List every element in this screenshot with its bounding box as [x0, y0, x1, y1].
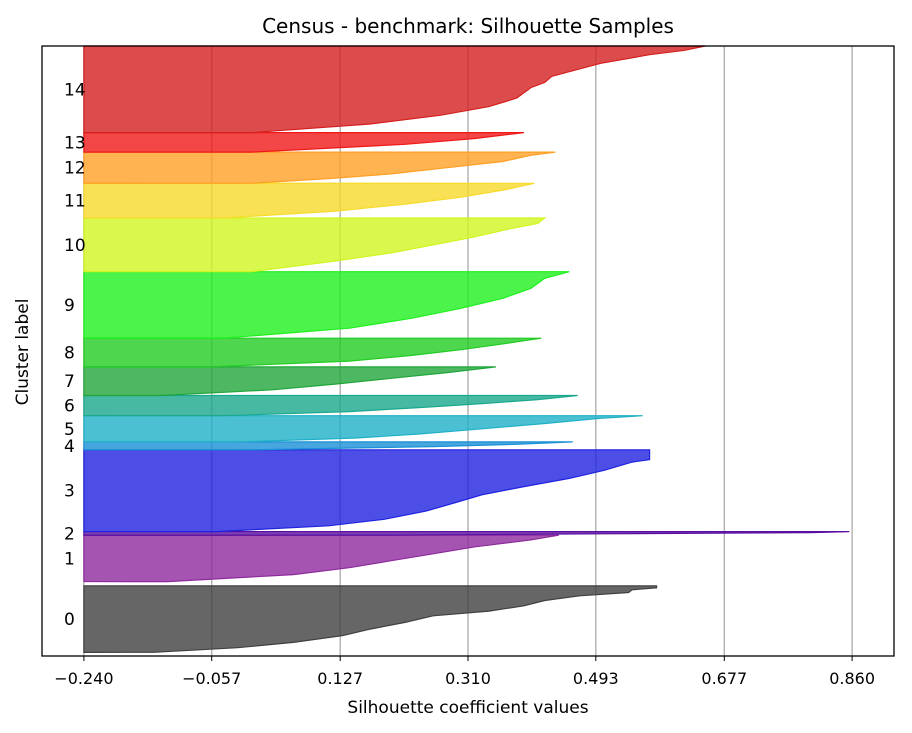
x-tick-label-5: 0.677: [701, 669, 747, 688]
x-tick-label-3: 0.310: [445, 669, 491, 688]
cluster-area-4: [83, 441, 573, 451]
x-tick-label-6: 0.860: [829, 669, 875, 688]
cluster-label-7: 7: [64, 372, 75, 392]
chart-title: Census - benchmark: Silhouette Samples: [262, 14, 674, 38]
cluster-label-13: 13: [64, 133, 86, 153]
cluster-area-9: [83, 271, 570, 339]
cluster-label-11: 11: [64, 192, 86, 212]
cluster-label-3: 3: [64, 482, 75, 502]
cluster-label-8: 8: [64, 344, 75, 364]
cluster-area-13: [83, 132, 524, 153]
x-tick-label-0: −0.240: [54, 669, 113, 688]
cluster-areas: [83, 45, 850, 653]
cluster-label-10: 10: [64, 236, 86, 256]
cluster-area-3: [83, 449, 651, 533]
cluster-area-11: [83, 182, 535, 219]
cluster-area-6: [83, 394, 578, 417]
cluster-area-7: [83, 366, 496, 397]
cluster-label-1: 1: [64, 549, 75, 569]
cluster-label-12: 12: [64, 159, 86, 179]
y-axis-label: Cluster label: [13, 299, 33, 406]
x-axis-label: Silhouette coefficient values: [347, 698, 588, 718]
cluster-label-9: 9: [64, 296, 75, 316]
cluster-label-4: 4: [64, 437, 75, 457]
cluster-area-0: [83, 585, 658, 653]
cluster-label-2: 2: [64, 524, 75, 544]
x-axis-ticks: −0.240 −0.057 0.127 0.310 0.493 0.677 0.860: [54, 656, 875, 688]
cluster-area-10: [83, 217, 547, 273]
cluster-area-14: [83, 45, 706, 134]
cluster-label-5: 5: [64, 420, 75, 440]
cluster-label-6: 6: [64, 397, 75, 417]
cluster-area-5: [83, 415, 643, 443]
x-tick-label-4: 0.493: [573, 669, 619, 688]
cluster-area-8: [83, 337, 542, 368]
cluster-label-14: 14: [64, 80, 86, 100]
cluster-area-12: [83, 151, 556, 184]
cluster-area-2: [83, 530, 850, 536]
cluster-label-0: 0: [64, 610, 75, 630]
x-tick-label-1: −0.057: [182, 669, 241, 688]
cluster-area-1: [83, 534, 559, 583]
x-tick-label-2: 0.127: [317, 669, 363, 688]
